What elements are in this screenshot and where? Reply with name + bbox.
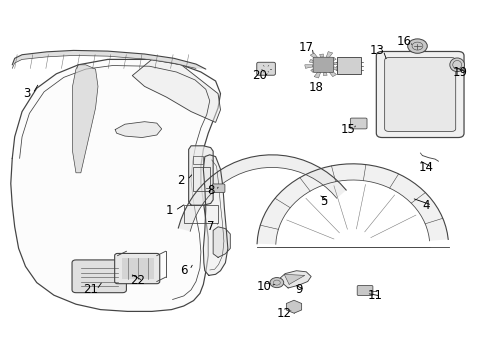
Polygon shape [329,71,337,77]
Polygon shape [331,57,336,61]
Polygon shape [280,271,311,288]
Polygon shape [213,227,230,257]
Bar [193,167,210,191]
FancyBboxPatch shape [72,260,126,293]
Polygon shape [132,59,220,122]
Bar [184,205,218,223]
Polygon shape [115,122,162,138]
Text: 5: 5 [319,195,327,208]
FancyBboxPatch shape [357,285,373,296]
Ellipse shape [450,58,465,72]
FancyBboxPatch shape [212,184,225,193]
Text: 4: 4 [422,199,430,212]
Polygon shape [333,67,338,70]
Text: 11: 11 [368,289,382,302]
Circle shape [408,39,427,53]
Polygon shape [309,59,314,63]
Polygon shape [311,69,316,72]
Polygon shape [178,155,346,231]
Text: 14: 14 [419,161,434,174]
Polygon shape [203,155,228,275]
Polygon shape [73,65,98,173]
FancyBboxPatch shape [385,58,456,131]
Text: 10: 10 [257,280,272,293]
Bar [337,57,361,74]
Polygon shape [334,61,342,65]
Text: 21: 21 [83,283,98,296]
Text: 1: 1 [165,204,173,217]
Polygon shape [284,274,305,284]
Text: 3: 3 [23,87,31,100]
Text: 16: 16 [397,35,412,48]
Bar [193,156,203,164]
Text: 2: 2 [177,174,185,186]
FancyBboxPatch shape [350,118,367,129]
FancyBboxPatch shape [115,253,160,284]
Text: 7: 7 [207,220,215,233]
Polygon shape [305,65,313,68]
Text: 12: 12 [277,307,292,320]
Polygon shape [11,59,220,311]
Polygon shape [189,146,213,205]
Text: 18: 18 [309,81,323,94]
Circle shape [270,278,284,288]
FancyBboxPatch shape [313,57,334,72]
Text: 13: 13 [370,44,385,57]
Polygon shape [326,51,333,58]
Polygon shape [122,258,154,279]
Text: 19: 19 [453,66,468,78]
Text: 15: 15 [341,123,355,136]
Text: 17: 17 [299,41,314,54]
Polygon shape [310,53,318,59]
Polygon shape [314,72,320,78]
Polygon shape [319,54,323,57]
Text: 20: 20 [252,69,267,82]
Polygon shape [257,164,448,244]
Text: 6: 6 [180,264,188,276]
FancyBboxPatch shape [257,62,275,75]
Text: 8: 8 [207,184,215,197]
Text: 22: 22 [130,274,145,287]
FancyBboxPatch shape [376,51,464,138]
Text: 9: 9 [295,283,303,296]
Polygon shape [323,72,327,76]
Polygon shape [12,50,206,69]
